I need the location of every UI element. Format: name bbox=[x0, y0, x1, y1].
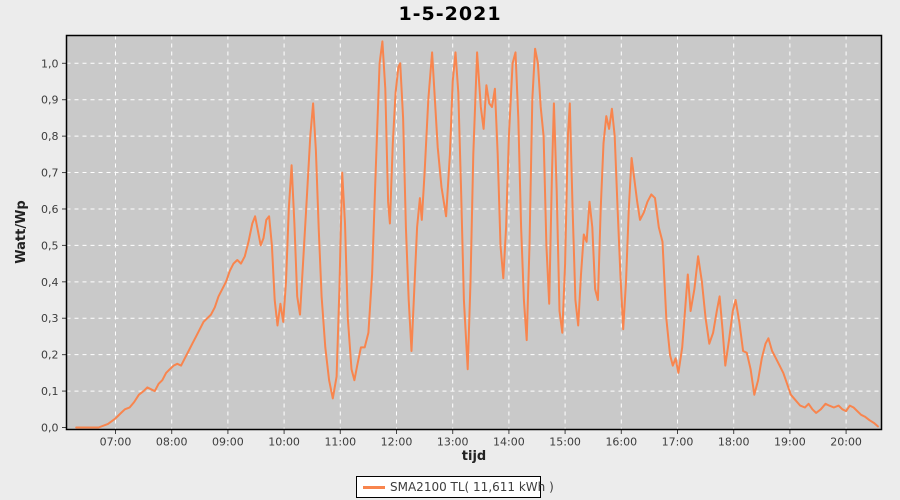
x-tick-label: 12:00 bbox=[381, 436, 413, 449]
y-tick-label: 0,2 bbox=[41, 349, 59, 362]
x-tick-label: 19:00 bbox=[774, 436, 806, 449]
plot-border bbox=[65, 34, 883, 431]
y-tick-label: 0,4 bbox=[41, 276, 59, 289]
x-tick-label: 11:00 bbox=[324, 436, 356, 449]
y-tick-label: 0,5 bbox=[41, 239, 59, 252]
legend: SMA2100 TL( 11,611 kWh ) bbox=[356, 476, 554, 498]
y-axis-title: Watt/Wp bbox=[14, 200, 29, 263]
x-tick-label: 15:00 bbox=[549, 436, 581, 449]
x-tick-label: 16:00 bbox=[605, 436, 637, 449]
x-tick-label: 18:00 bbox=[718, 436, 750, 449]
y-tick-label: 0,8 bbox=[41, 130, 59, 143]
x-tick-label: 17:00 bbox=[662, 436, 694, 449]
y-tick-label: 0,3 bbox=[41, 312, 59, 325]
x-tick-label: 20:00 bbox=[830, 436, 862, 449]
x-tick-label: 10:00 bbox=[268, 436, 300, 449]
legend-label: SMA2100 TL( 11,611 kWh ) bbox=[390, 480, 554, 494]
y-tick-label: 0,7 bbox=[41, 167, 59, 180]
x-tick-label: 14:00 bbox=[493, 436, 525, 449]
chart-title: 1-5-2021 bbox=[398, 3, 502, 25]
x-tick-label: 08:00 bbox=[156, 436, 188, 449]
chart-generated: 0,0 0,1 0,2 0,3 0,4 0,5 0,6 0,7 0,8 0,9 1,0 07:00 08… bbox=[41, 34, 883, 449]
y-tick-label: 0,6 bbox=[41, 203, 59, 216]
series-line bbox=[75, 40, 879, 429]
x-tick-label: 09:00 bbox=[212, 436, 244, 449]
x-axis-title: tijd bbox=[462, 449, 486, 464]
legend-line-swatch bbox=[363, 485, 385, 489]
plot-area bbox=[66, 35, 882, 430]
y-tick-label: 1,0 bbox=[41, 57, 59, 70]
x-tick-label: 07:00 bbox=[100, 436, 132, 449]
y-tick-label: 0,1 bbox=[41, 385, 59, 398]
y-tick-label: 0,9 bbox=[41, 94, 59, 107]
y-tick-label: 0,0 bbox=[41, 422, 59, 435]
x-tick-label: 13:00 bbox=[437, 436, 469, 449]
